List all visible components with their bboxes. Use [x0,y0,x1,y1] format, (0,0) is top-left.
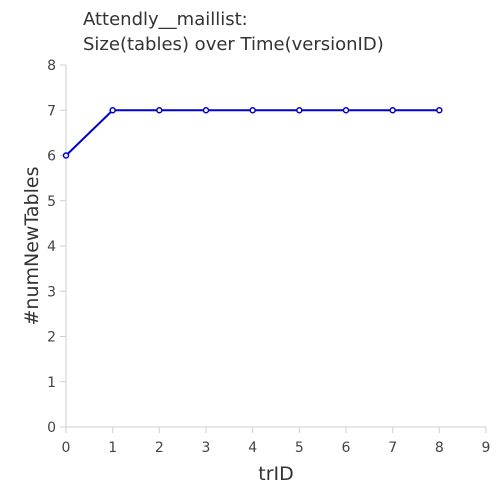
x-tick-label: 1 [108,440,117,456]
y-tick-label: 5 [47,194,56,210]
x-tick-label: 0 [62,440,71,456]
axes [65,65,486,428]
y-tick-label: 7 [47,103,56,119]
x-ticks: 0 1 2 3 4 5 6 7 8 9 [62,427,491,456]
data-point [389,107,396,114]
x-tick-label: 9 [482,440,491,456]
y-tick-label: 2 [47,330,56,346]
y-tick-label: 6 [47,149,56,165]
x-tick-label: 3 [202,440,211,456]
x-tick-label: 8 [435,440,444,456]
y-tick-label: 3 [47,284,56,300]
chart-title-line-2: Size(tables) over Time(versionID) [83,34,384,55]
x-tick-label: 6 [342,440,351,456]
y-axis-label: #numNewTables [21,167,43,326]
x-tick-label: 5 [295,440,304,456]
y-ticks: 0 1 2 3 4 5 6 7 8 [47,58,66,436]
data-point [109,107,116,114]
series-line [65,109,440,157]
x-tick-label: 2 [155,440,164,456]
x-tick-label: 4 [248,440,257,456]
data-point [156,107,163,114]
data-point [249,107,256,114]
x-axis-label: trID [258,463,294,485]
y-tick-label: 8 [47,58,56,74]
y-tick-label: 0 [47,420,56,436]
data-point [62,152,70,159]
series-layer [62,107,443,159]
chart-title: Attendly__maillist: Size(tables) over Ti… [83,9,384,55]
data-point [202,107,210,114]
y-tick-label: 1 [47,375,56,391]
data-point [296,107,303,114]
x-tick-label: 7 [388,440,397,456]
data-point [342,107,350,114]
data-point [436,107,443,114]
y-tick-label: 4 [47,239,56,255]
chart-title-line-1: Attendly__maillist: [83,9,248,30]
